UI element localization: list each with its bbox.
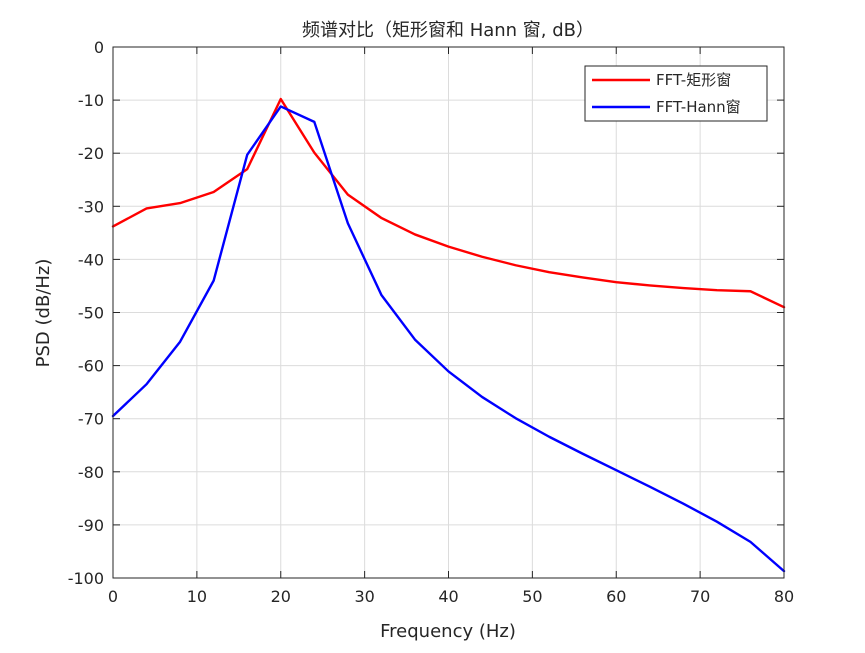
y-tick-label: 0: [94, 38, 104, 57]
y-tick-label: -50: [78, 304, 104, 323]
ticks: 0 10 20 30 40 50 60 70 80 0 -10 -20 -30 -40 -50 -60 -70 -…: [68, 38, 794, 606]
y-tick-label: -80: [78, 463, 104, 482]
x-tick-label: 10: [187, 587, 207, 606]
y-tick-label: -60: [78, 357, 104, 376]
x-tick-label: 60: [606, 587, 626, 606]
x-tick-label: 80: [774, 587, 794, 606]
x-tick-label: 40: [438, 587, 458, 606]
legend-label-1: FFT-Hann窗: [656, 98, 741, 116]
y-tick-label: -70: [78, 410, 104, 429]
legend: FFT-矩形窗 FFT-Hann窗: [584, 65, 768, 122]
chart-title: 频谱对比（矩形窗和 Hann 窗, dB）: [302, 20, 594, 41]
x-tick-label: 30: [354, 587, 374, 606]
x-tick-label: 50: [522, 587, 542, 606]
y-tick-label: -90: [78, 516, 104, 535]
legend-box: [584, 65, 768, 122]
y-tick-label: -30: [78, 197, 104, 216]
series-line-0: [111, 97, 786, 309]
grid: [112, 46, 785, 579]
series-layer: [111, 97, 786, 573]
legend-label-0: FFT-矩形窗: [656, 71, 731, 89]
x-tick-label: 70: [690, 587, 710, 606]
y-tick-label: -40: [78, 250, 104, 269]
x-tick-label: 20: [271, 587, 291, 606]
series-line-1: [111, 105, 786, 573]
y-tick-label: -10: [78, 91, 104, 110]
y-tick-label: -100: [68, 569, 104, 588]
y-tick-label: -20: [78, 144, 104, 163]
x-axis-label: Frequency (Hz): [380, 621, 516, 642]
x-tick-label: 0: [108, 587, 118, 606]
y-axis-label: PSD (dB/Hz): [33, 259, 54, 368]
